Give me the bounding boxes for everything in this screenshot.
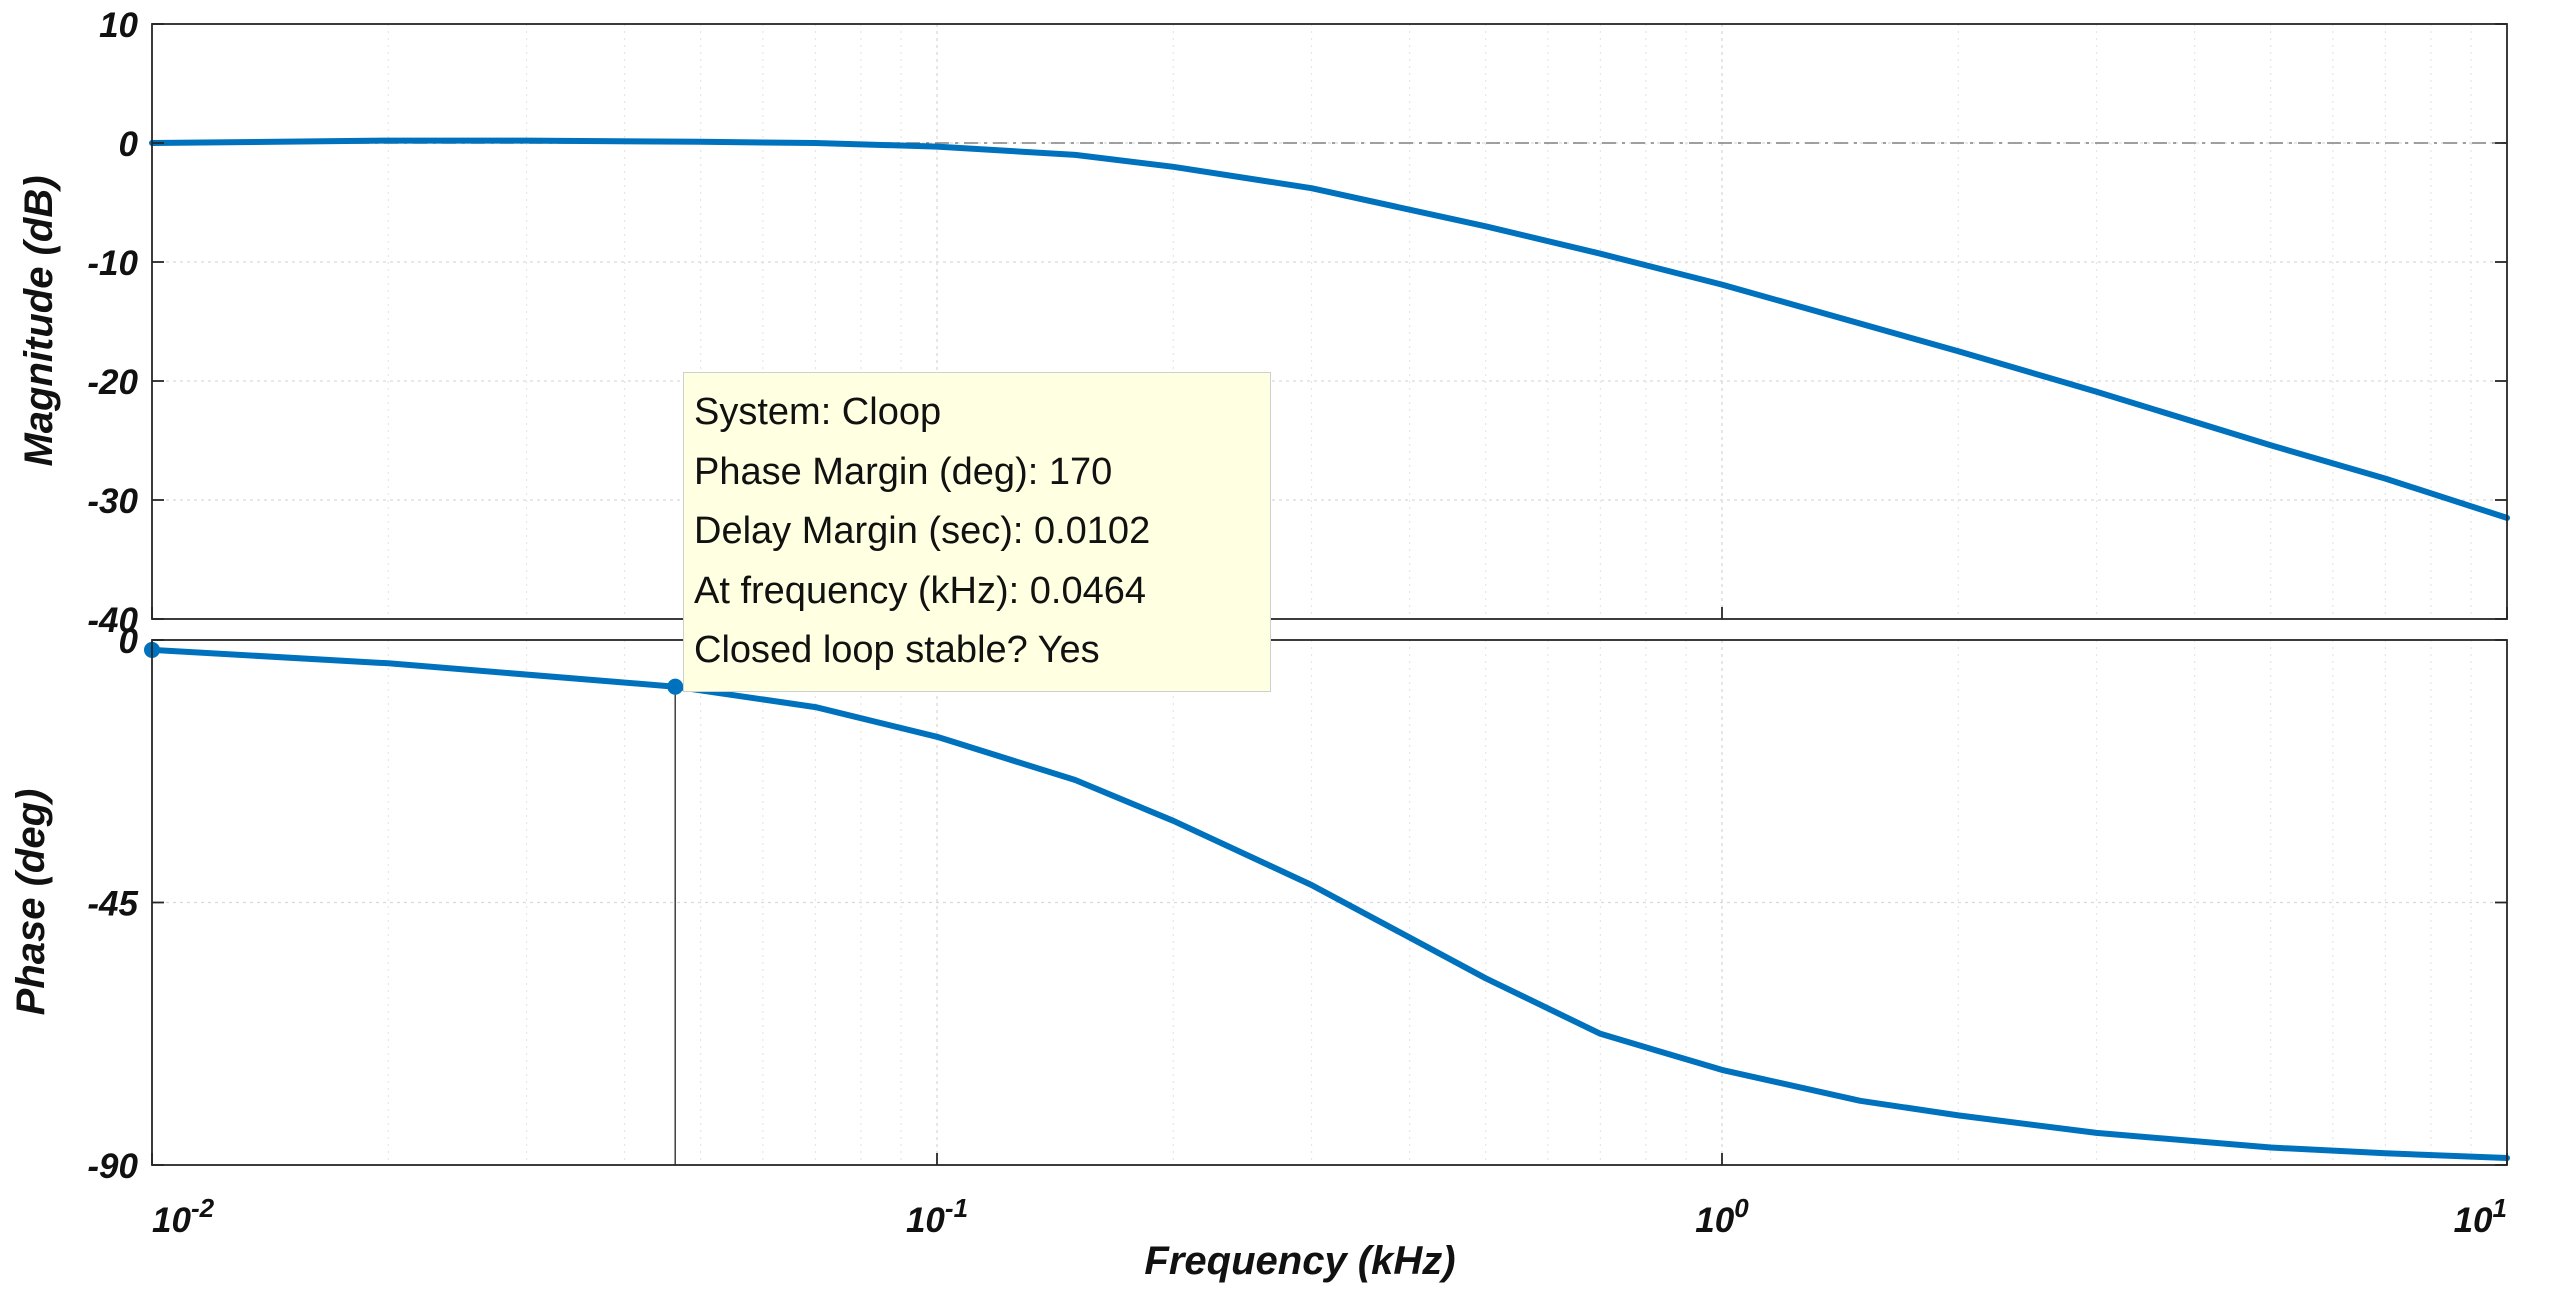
y-tick-label: -90 [87,1147,138,1186]
y-tick-label: -20 [87,363,138,402]
phase-curve [149,646,2510,1161]
x-tick-label: 10-1 [906,1193,968,1240]
magnitude-y-label: Magnitude (dB) [17,175,61,466]
phase-grid [152,640,2507,1165]
datatip-phase-margin: Phase Margin (deg): 170 [694,450,1113,493]
phase-y-ticks: 0 -45 -90 [87,622,2507,1186]
magnitude-y-ticks: 10 0 -10 -20 -30 -40 [87,6,2507,640]
magnitude-panel: 10 0 -10 -20 -30 -40 Magnitude (dB) [17,6,2510,640]
datatip-delay-margin: Delay Margin (sec): 0.0102 [694,510,1151,552]
magnitude-grid [152,24,2507,619]
x-axis-ticks: 10-2 10-1 100 101 [151,607,2508,1240]
x-tick-label: 100 [1695,1193,1749,1240]
magnitude-curve [149,137,2510,521]
y-tick-label: 10 [99,6,138,45]
magnitude-plot-background [152,24,2507,619]
magnitude-frame [151,23,2508,620]
phase-y-label: Phase (deg) [9,789,53,1016]
x-tick-label: 10-2 [152,1193,215,1240]
phase-margin-marker[interactable] [667,678,684,695]
datatip-stability: Closed loop stable? Yes [694,629,1100,671]
phase-margin-datatip[interactable]: System: Cloop Phase Margin (deg): 170 De… [683,372,1271,692]
y-tick-label: -40 [87,601,138,640]
datatip-system: System: Cloop [694,391,942,433]
x-tick-label: 101 [2454,1193,2507,1240]
y-tick-label: 0 [119,622,139,661]
x-axis-label: Frequency (kHz) [1144,1239,1455,1283]
y-tick-label: -30 [87,482,138,521]
y-tick-label: -45 [87,885,138,924]
y-tick-label: -10 [87,244,138,283]
phase-panel: 0 -45 -90 Phase (deg) [9,622,2510,1186]
datatip-frequency: At frequency (kHz): 0.0464 [694,569,1146,612]
y-tick-label: 0 [119,125,139,164]
